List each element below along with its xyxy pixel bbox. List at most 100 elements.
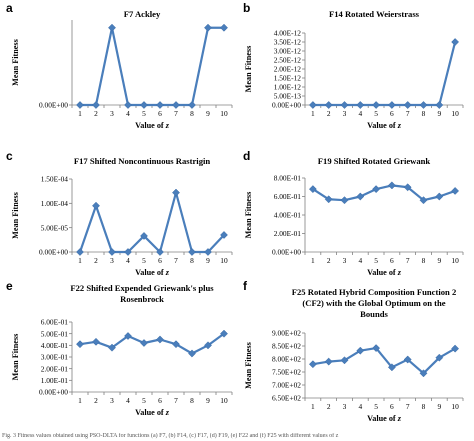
data-point <box>92 337 100 346</box>
data-point <box>188 248 196 256</box>
data-point <box>435 192 444 201</box>
y-tick-label: 4.00E-01 <box>274 211 302 220</box>
y-tick-label: 2.00E-01 <box>41 364 69 373</box>
series-line <box>312 184 456 202</box>
x-tick-label: 4 <box>358 402 362 411</box>
x-tick-label: 1 <box>311 256 315 265</box>
data-point <box>92 201 100 210</box>
x-axis-label: Value of z <box>367 268 402 277</box>
series-line <box>78 191 225 254</box>
panel-letter: a <box>6 1 13 15</box>
y-tick-label: 9.00E+02 <box>272 329 301 338</box>
x-tick-label: 7 <box>406 109 410 118</box>
data-point <box>220 329 228 338</box>
data-point <box>387 101 396 109</box>
x-tick-label: 1 <box>78 396 82 405</box>
data-point <box>324 195 333 204</box>
data-point <box>108 343 116 352</box>
chart-panel-f: f F25 Rotated Hybrid Composition Function… <box>243 279 464 423</box>
data-point <box>140 231 148 240</box>
data-point <box>172 188 180 197</box>
chart-title: Bounds <box>360 309 388 319</box>
x-tick-label: 8 <box>422 256 426 265</box>
x-tick-label: 4 <box>126 109 130 118</box>
series-line <box>312 346 456 375</box>
x-tick-label: 5 <box>374 256 378 265</box>
y-tick-label: 2.50E-12 <box>274 56 302 65</box>
y-tick-label: 0.00E+00 <box>272 248 301 257</box>
x-tick-label: 8 <box>190 396 194 405</box>
x-tick-label: 2 <box>94 256 98 265</box>
x-tick-label: 10 <box>451 109 459 118</box>
x-tick-label: 9 <box>437 402 441 411</box>
chart-panel-e: e F22 Shifted Expended Griewank's plusRos… <box>6 279 233 417</box>
data-point <box>340 356 349 365</box>
x-tick-label: 2 <box>327 109 331 118</box>
y-tick-label: 2.00E-01 <box>274 229 302 238</box>
data-point <box>308 185 317 194</box>
x-tick-label: 4 <box>126 396 130 405</box>
panel-letter: d <box>243 149 250 163</box>
chart-title: F22 Shifted Expended Griewank's plus <box>70 283 214 293</box>
x-tick-label: 7 <box>174 256 178 265</box>
panel-letter: f <box>243 279 248 293</box>
data-point <box>451 38 460 46</box>
x-axis-label: Value of z <box>135 121 170 130</box>
data-point <box>108 248 116 256</box>
data-point <box>308 360 317 369</box>
x-tick-label: 10 <box>220 109 228 118</box>
x-tick-label: 7 <box>406 256 410 265</box>
data-point <box>435 353 444 362</box>
data-point <box>92 101 100 109</box>
y-tick-label: 0.00E+00 <box>39 101 68 110</box>
x-tick-label: 2 <box>327 402 331 411</box>
x-tick-label: 6 <box>390 109 394 118</box>
panel-letter: c <box>6 149 13 163</box>
x-axis-label: Value of z <box>135 408 170 417</box>
data-point <box>419 196 428 205</box>
data-point <box>451 344 460 353</box>
y-tick-label: 1.00E-12 <box>274 83 302 92</box>
y-tick-label: 4.00E-01 <box>41 341 69 350</box>
chart-panel-d: d F19 Shifted Rotated Griewank 0.00E+00 2.0… <box>243 149 464 277</box>
data-point <box>403 183 412 192</box>
data-point <box>156 335 164 344</box>
data-point <box>403 101 412 109</box>
data-point <box>340 196 349 205</box>
chart-title: F14 Rotated Weierstrass <box>329 9 420 19</box>
data-point <box>220 231 228 239</box>
data-point <box>451 186 460 195</box>
data-point <box>124 101 132 109</box>
y-axis-label: Mean Fitness <box>244 342 253 389</box>
x-tick-label: 9 <box>206 256 210 265</box>
x-tick-label: 1 <box>78 109 82 118</box>
x-tick-label: 8 <box>190 109 194 118</box>
y-tick-label: 6.00E-01 <box>41 318 69 327</box>
x-tick-label: 5 <box>142 396 146 405</box>
data-point <box>387 363 396 372</box>
data-point <box>324 101 333 109</box>
x-tick-label: 9 <box>206 396 210 405</box>
x-tick-label: 1 <box>78 256 82 265</box>
data-point <box>76 248 84 256</box>
figure-caption: Fig. 3 Fitness values obtained using PSO… <box>2 433 339 439</box>
chart-panel-a: a F7 Ackley 0.00E+00 1 2 3 4 5 6 7 8 9 10 Value of z M… <box>6 1 233 130</box>
x-tick-label: 10 <box>451 402 459 411</box>
chart-title: (CF2) with the Global Optimum on the <box>302 298 445 308</box>
data-point <box>76 340 84 349</box>
data-point <box>188 349 196 358</box>
y-tick-label: 8.50E+02 <box>272 342 301 351</box>
x-tick-label: 2 <box>94 396 98 405</box>
x-tick-label: 10 <box>451 256 459 265</box>
x-tick-label: 7 <box>174 109 178 118</box>
data-point <box>140 339 148 347</box>
data-point <box>372 185 381 194</box>
data-point <box>156 101 164 109</box>
x-tick-label: 4 <box>358 256 362 265</box>
x-tick-label: 9 <box>437 256 441 265</box>
y-tick-label: 7.00E+02 <box>272 381 301 390</box>
y-tick-label: 4.00E-12 <box>274 29 302 38</box>
x-tick-label: 8 <box>190 256 194 265</box>
data-point <box>308 101 317 109</box>
